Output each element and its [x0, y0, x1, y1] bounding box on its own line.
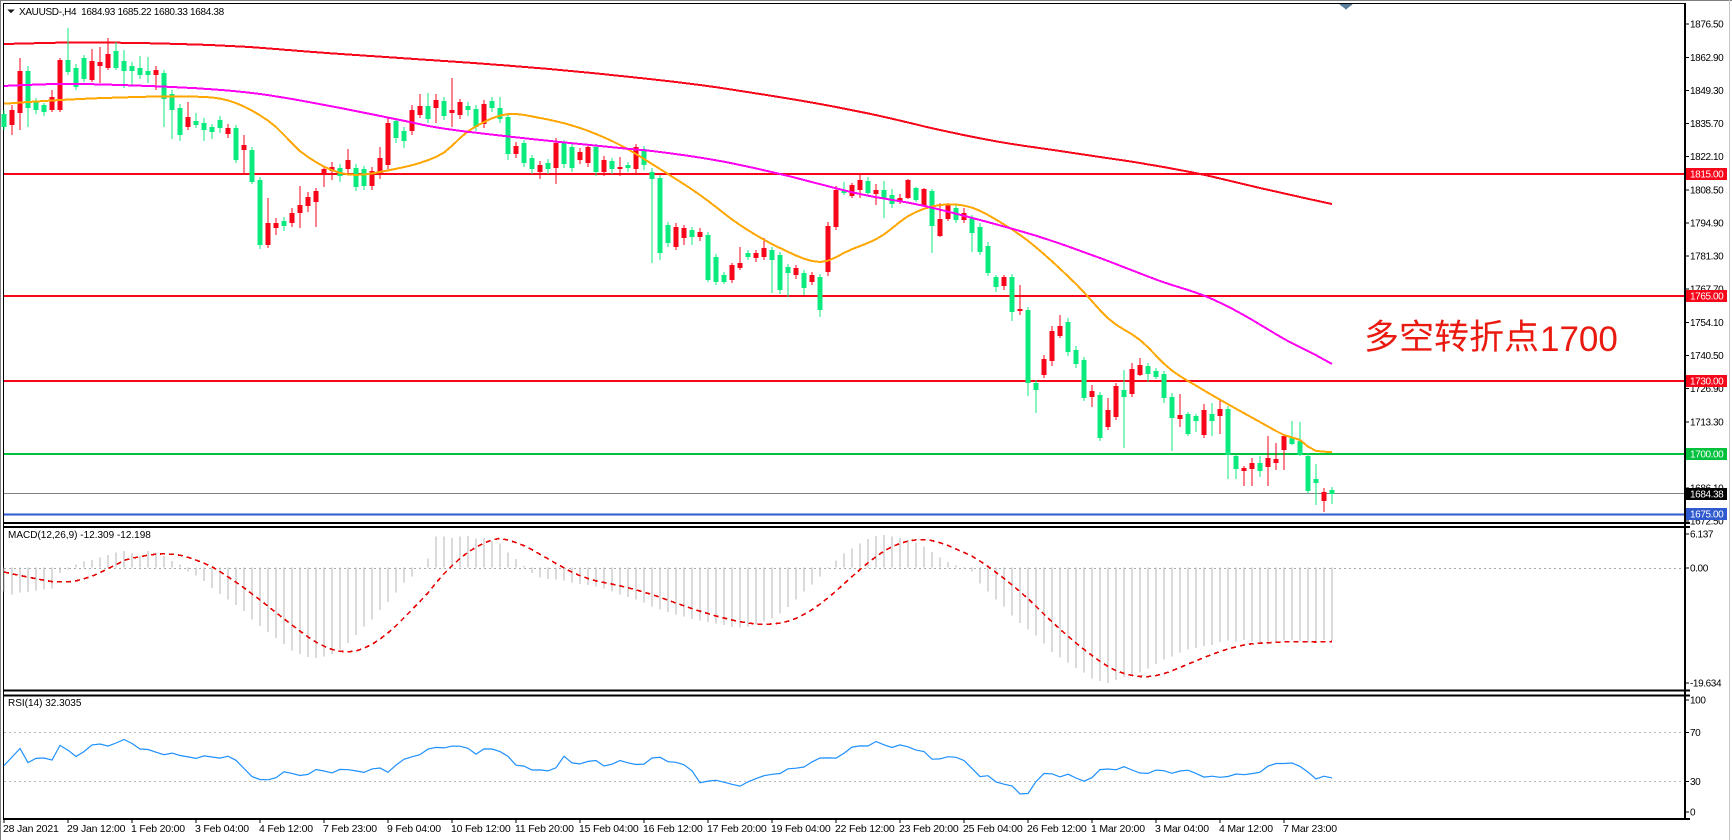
svg-text:4 Mar 12:00: 4 Mar 12:00	[1219, 823, 1273, 835]
svg-text:25 Feb 04:00: 25 Feb 04:00	[963, 823, 1023, 835]
svg-text:11 Feb 20:00: 11 Feb 20:00	[515, 823, 574, 835]
svg-text:1794.90: 1794.90	[1690, 219, 1724, 230]
svg-text:1835.70: 1835.70	[1690, 119, 1724, 130]
svg-text:1675.00: 1675.00	[1690, 510, 1724, 521]
svg-text:23 Feb 20:00: 23 Feb 20:00	[899, 823, 959, 835]
svg-text:RSI(14) 32.3035: RSI(14) 32.3035	[8, 698, 82, 709]
svg-text:3 Mar 04:00: 3 Mar 04:00	[1155, 823, 1209, 835]
svg-text:1726.90: 1726.90	[1690, 384, 1724, 395]
svg-text:XAUUSD-,H4 1684.93 1685.22 16: XAUUSD-,H4 1684.93 1685.22 1680.33 1684.…	[19, 7, 225, 18]
svg-text:15 Feb 04:00: 15 Feb 04:00	[579, 823, 639, 835]
svg-text:1808.50: 1808.50	[1690, 185, 1724, 196]
svg-text:1876.50: 1876.50	[1690, 20, 1724, 31]
svg-text:1822.10: 1822.10	[1690, 152, 1724, 163]
svg-text:16 Feb 12:00: 16 Feb 12:00	[643, 823, 703, 835]
svg-text:1713.30: 1713.30	[1690, 417, 1724, 428]
svg-text:28 Jan 2021: 28 Jan 2021	[3, 823, 59, 835]
svg-text:100: 100	[1690, 696, 1706, 707]
svg-text:1754.10: 1754.10	[1690, 318, 1724, 329]
svg-text:1862.90: 1862.90	[1690, 53, 1724, 64]
svg-text:1 Feb 20:00: 1 Feb 20:00	[131, 823, 185, 835]
svg-text:1740.50: 1740.50	[1690, 351, 1724, 362]
svg-text:4 Feb 12:00: 4 Feb 12:00	[259, 823, 313, 835]
svg-text:1765.00: 1765.00	[1690, 292, 1724, 303]
svg-text:29 Jan 12:00: 29 Jan 12:00	[67, 823, 126, 835]
svg-text:1849.30: 1849.30	[1690, 86, 1724, 97]
svg-text:7 Mar 23:00: 7 Mar 23:00	[1283, 823, 1337, 835]
svg-text:MACD(12,26,9) -12.309 -12.198: MACD(12,26,9) -12.309 -12.198	[8, 530, 151, 541]
svg-text:3 Feb 04:00: 3 Feb 04:00	[195, 823, 249, 835]
svg-text:19 Feb 04:00: 19 Feb 04:00	[771, 823, 831, 835]
svg-text:7 Feb 23:00: 7 Feb 23:00	[323, 823, 377, 835]
svg-text:0.00: 0.00	[1690, 564, 1709, 575]
svg-text:1730.00: 1730.00	[1690, 377, 1724, 388]
svg-text:1700.00: 1700.00	[1690, 450, 1724, 461]
svg-text:1 Mar 20:00: 1 Mar 20:00	[1091, 823, 1145, 835]
svg-text:10 Feb 12:00: 10 Feb 12:00	[451, 823, 511, 835]
svg-text:70: 70	[1690, 728, 1701, 739]
svg-text:1781.30: 1781.30	[1690, 252, 1724, 263]
svg-text:22 Feb 12:00: 22 Feb 12:00	[835, 823, 895, 835]
svg-text:1700: 1700	[1540, 320, 1618, 359]
svg-text:-19.634: -19.634	[1690, 679, 1722, 690]
svg-text:1672.50: 1672.50	[1690, 517, 1724, 528]
svg-text:26 Feb 12:00: 26 Feb 12:00	[1027, 823, 1087, 835]
svg-text:17 Feb 20:00: 17 Feb 20:00	[707, 823, 767, 835]
svg-text:30: 30	[1690, 777, 1701, 788]
svg-text:1684.38: 1684.38	[1690, 490, 1724, 501]
svg-text:0: 0	[1690, 808, 1696, 819]
svg-text:6.137: 6.137	[1690, 530, 1714, 541]
svg-text:9 Feb 04:00: 9 Feb 04:00	[387, 823, 441, 835]
svg-text:1815.00: 1815.00	[1690, 170, 1724, 181]
